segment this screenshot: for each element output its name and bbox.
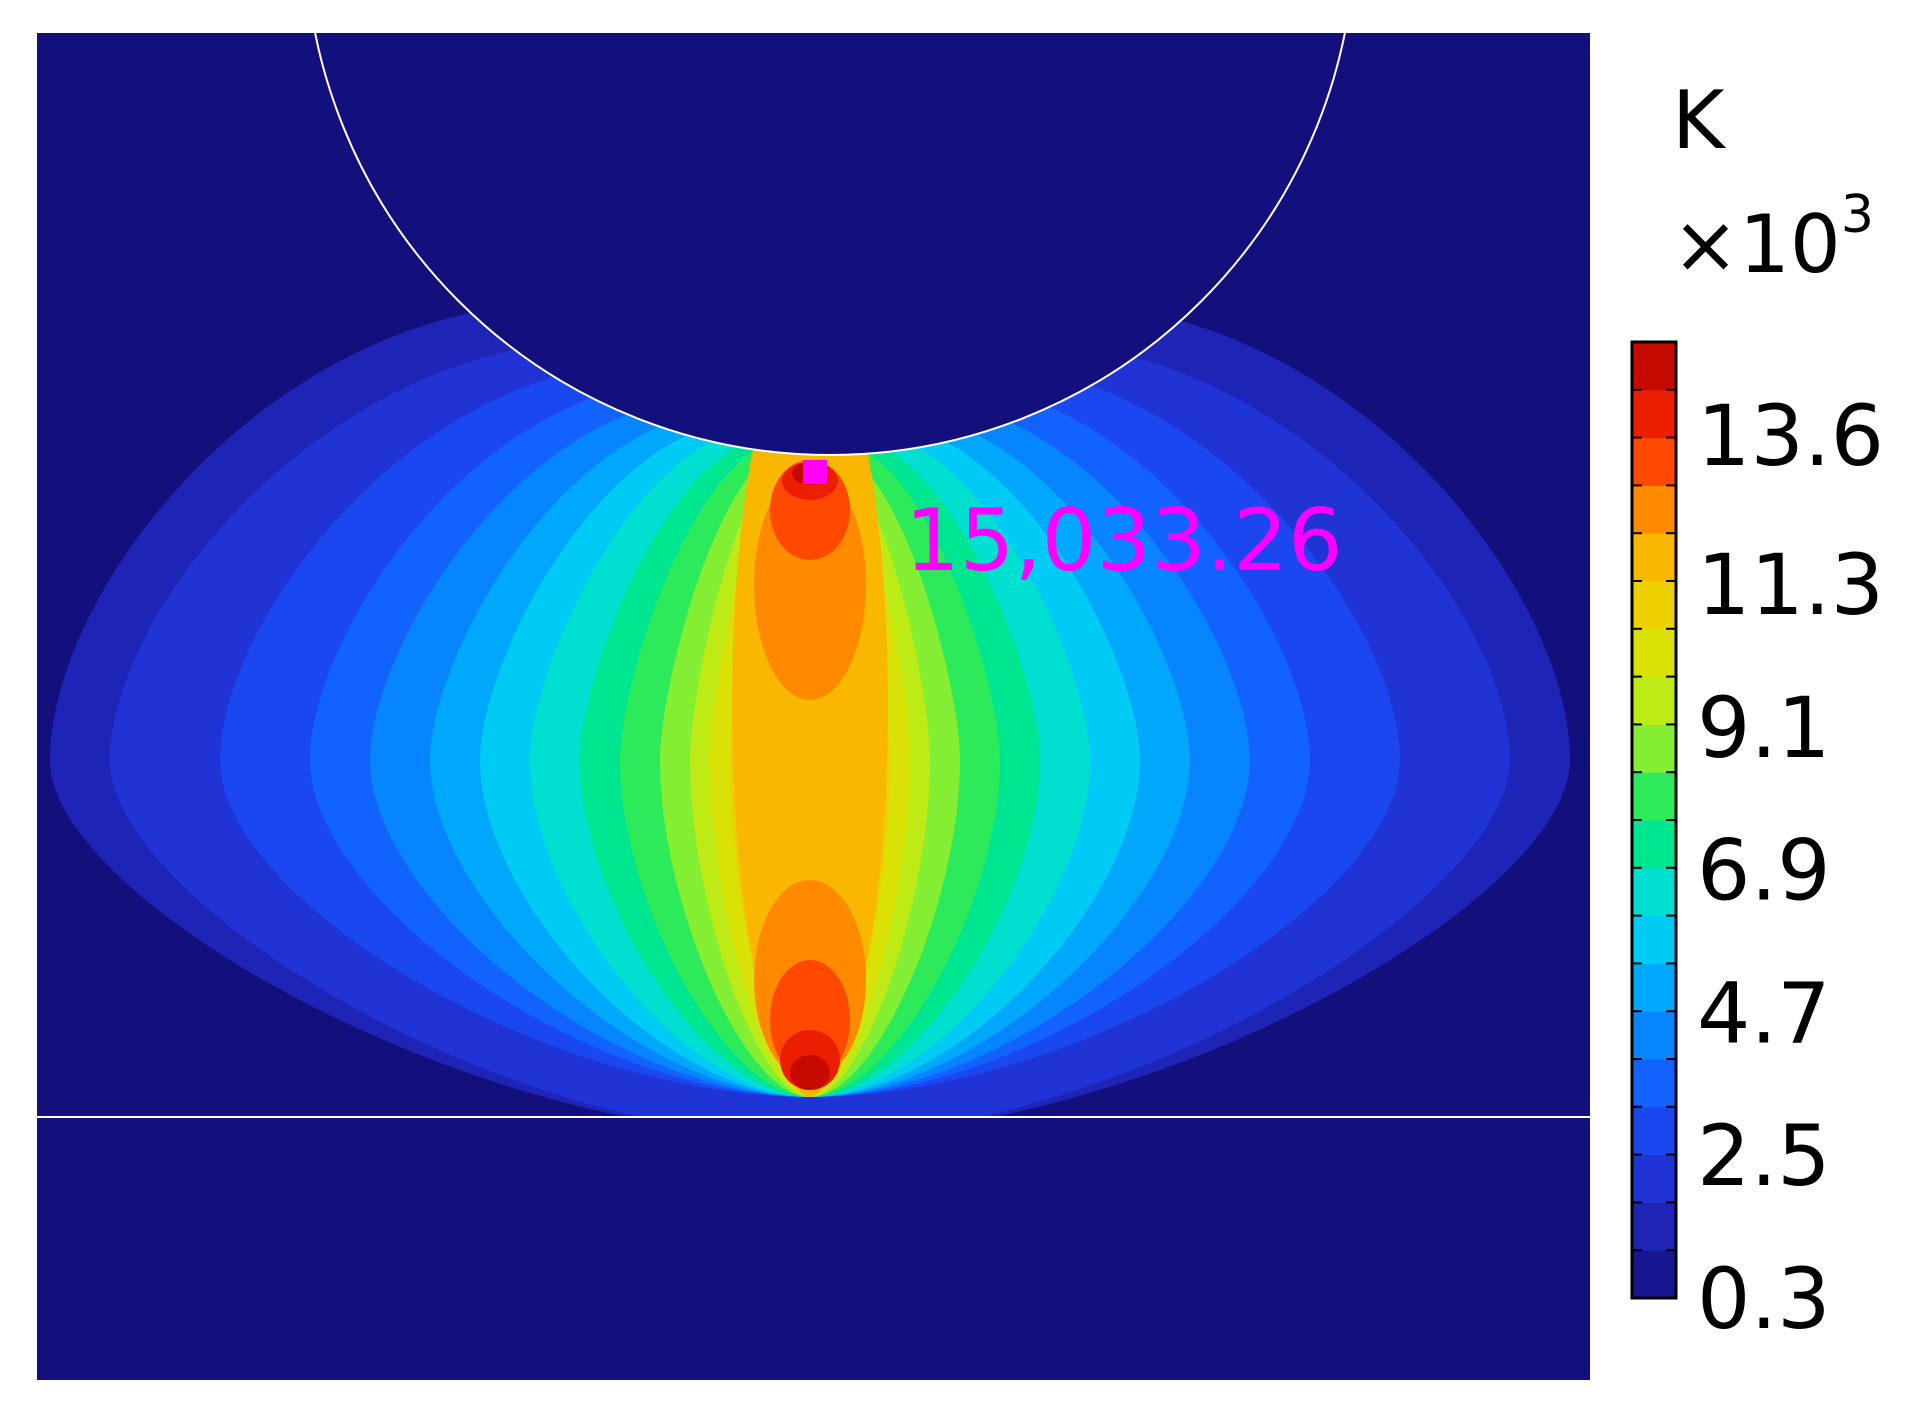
colorbar-tick-label: 0.3	[1697, 1250, 1831, 1348]
colorbar-band	[1632, 342, 1676, 391]
plot-area: 15,033.26	[37, 33, 1590, 1380]
colorbar-band	[1632, 915, 1676, 964]
colorbar-band	[1632, 676, 1676, 725]
maximum-value-label: 15,033.26	[905, 491, 1343, 591]
colorbar-band	[1632, 485, 1676, 534]
colorbar-band	[1632, 1154, 1676, 1203]
roller-outline	[314, 33, 1346, 456]
colorbar-band	[1632, 867, 1676, 917]
colorbar-band	[1632, 1202, 1676, 1251]
colorbar-band	[1632, 1250, 1676, 1299]
colorbar-band	[1632, 581, 1676, 630]
colorbar-band	[1632, 533, 1676, 582]
colorbar-multiplier: ×103	[1672, 185, 1874, 291]
colorbar-band	[1632, 628, 1676, 678]
substrate-field	[37, 1117, 1590, 1380]
colorbar-tick-label: 6.9	[1697, 822, 1831, 920]
colorbar-unit: K	[1672, 74, 1727, 167]
colorbar-band	[1632, 724, 1676, 773]
contour-core	[790, 1055, 830, 1090]
colorbar: K ×103 0.3 2.5 4.7 6.9 9.1 11.3 13.6	[1630, 74, 1884, 1348]
multiplier-base: ×10	[1672, 198, 1841, 291]
colorbar-tick-label: 2.5	[1697, 1107, 1831, 1205]
colorbar-tick-label: 13.6	[1697, 387, 1884, 485]
colorbar-band	[1632, 389, 1676, 439]
colorbar-band	[1632, 437, 1676, 486]
multiplier-exponent: 3	[1841, 185, 1874, 245]
colorbar-band	[1632, 963, 1676, 1012]
maximum-marker	[803, 460, 827, 484]
colorbar-band	[1632, 1059, 1676, 1108]
colorbar-band	[1632, 820, 1676, 869]
colorbar-tick-label: 9.1	[1697, 679, 1831, 777]
colorbar-tick-label: 11.3	[1697, 536, 1884, 634]
colorbar-band	[1632, 1011, 1676, 1060]
colorbar-band	[1632, 1106, 1676, 1156]
colorbar-band	[1632, 772, 1676, 821]
colorbar-tick-label: 4.7	[1697, 964, 1831, 1062]
